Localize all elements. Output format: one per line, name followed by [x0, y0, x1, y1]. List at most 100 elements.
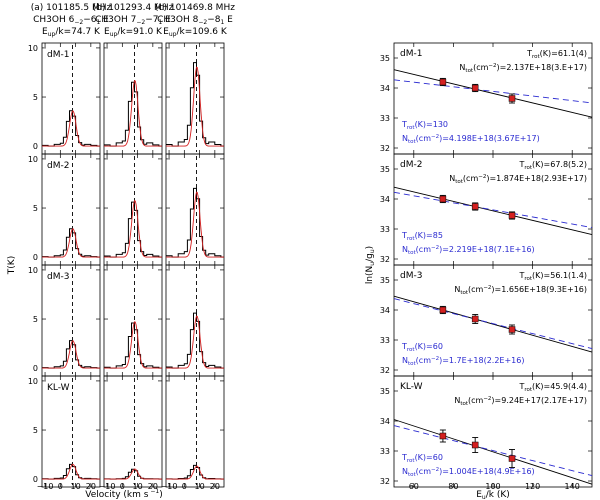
- column-transition-label: CH3OH 6−2−61 E: [33, 15, 109, 26]
- y-tick-text: 10: [28, 44, 38, 53]
- column-frequency-label: (a) 101185.5 MHz: [31, 3, 112, 13]
- spectrum-panel: [103, 264, 163, 377]
- x-tick-text: 10: [70, 482, 80, 491]
- region-label: KL-W: [47, 383, 70, 393]
- trot-text: T: [401, 453, 407, 462]
- ntot-text: N: [402, 467, 408, 476]
- x-tick-label: −10: [37, 482, 54, 491]
- ntot-text: (cm: [468, 285, 484, 294]
- model-fit-curve: [104, 468, 162, 480]
- x-tick-text: 100: [485, 482, 500, 491]
- region-label: dM-3: [47, 272, 69, 282]
- model-fit-curve: [104, 200, 162, 258]
- ntot-text: N: [454, 285, 460, 294]
- y-tick-label: 10: [28, 266, 38, 275]
- spectrum-panel: dM-1 0 5 10: [28, 42, 101, 155]
- transition-sub: −2: [198, 19, 207, 26]
- ntot-sub: tot: [408, 472, 417, 478]
- region-label-text: dM-2: [400, 160, 422, 170]
- y-tick-label: 32: [380, 366, 390, 375]
- rotation-x-axis-label: Eu/k (K): [476, 490, 510, 500]
- spectrum-histogram: [104, 322, 162, 369]
- panel-frame: [103, 375, 163, 488]
- y-tick-text: 35: [380, 387, 390, 396]
- ntot-reference-label: Ntot(cm−2)=4.198E+18(3.67E+17): [402, 134, 540, 145]
- ntot-reference-label: Ntot(cm−2)=1.7E+18(2.2E+16): [402, 356, 524, 367]
- ntot-text: )=2.137E+18(3.E+17): [497, 63, 587, 72]
- column-frequency-label: (c) 101469.8 MHz: [155, 3, 235, 13]
- x-tick-text: 20: [148, 482, 158, 491]
- y-tick-text: 33: [380, 336, 390, 345]
- trot-text: (K)=45.9(4.4): [532, 382, 587, 391]
- spectrum-histogram: [42, 340, 100, 369]
- y-axis-sub: u: [369, 262, 376, 266]
- ntot-text: (cm: [416, 356, 432, 365]
- x-tick-text: 10: [132, 482, 142, 491]
- panel-frame: [41, 375, 101, 488]
- fit-line: [393, 295, 593, 353]
- region-label-text: dM-3: [400, 271, 422, 281]
- transition-text: E: [162, 15, 171, 25]
- trot-sub: rot: [407, 236, 416, 242]
- data-point: [508, 95, 516, 102]
- x-tick-text: −10: [161, 482, 178, 491]
- x-tick-label: 10: [132, 482, 142, 491]
- x-tick-label: 140: [565, 482, 580, 491]
- x-tick-label: 0: [120, 482, 125, 491]
- y-tick-label: 0: [33, 475, 38, 484]
- y-tick-text: 35: [380, 165, 390, 174]
- region-label: dM-2: [400, 160, 422, 170]
- data-point: [439, 432, 447, 440]
- trot-text: (K)=67.8(5.2): [532, 160, 587, 169]
- trot-text: T: [518, 160, 524, 169]
- y-tick-text: 33: [380, 225, 390, 234]
- ntot-sup: −2: [431, 356, 439, 362]
- data-point: [508, 212, 516, 219]
- ntot-text: (cm: [416, 245, 432, 254]
- data-point: [471, 203, 479, 210]
- x-tick-label: 10: [70, 482, 80, 491]
- reference-line: [393, 298, 593, 350]
- panel-frame: [165, 153, 225, 266]
- y-tick-label: 0: [33, 364, 38, 373]
- y-tick-text: 5: [33, 93, 38, 102]
- trot-text: T: [401, 231, 407, 240]
- eup-sub: up: [48, 31, 56, 38]
- y-axis-text: T(K): [7, 256, 17, 275]
- x-tick-label: 0: [58, 482, 63, 491]
- eup-sub: up: [110, 31, 118, 38]
- column-eup-label: Eup/k=91.0 K: [104, 27, 163, 38]
- spectrum-panel: [165, 375, 225, 488]
- model-fit-curve: [42, 110, 100, 147]
- x-tick-label: 0: [182, 482, 187, 491]
- x-tick-text: 0: [182, 482, 187, 491]
- transition-text: E: [100, 15, 109, 25]
- trot-sub: rot: [407, 458, 416, 464]
- x-axis-text: E: [476, 490, 482, 500]
- ntot-sup: −2: [431, 245, 439, 251]
- y-tick-text: 0: [33, 475, 38, 484]
- ntot-fit-label: Ntot(cm−2)=2.137E+18(3.E+17): [459, 63, 587, 74]
- spectrum-histogram: [42, 110, 100, 147]
- ntot-fit-label: Ntot(cm−2)=1.656E+18(9.3E+16): [454, 285, 587, 296]
- region-label: dM-2: [47, 161, 69, 171]
- x-tick-label: 20: [210, 482, 220, 491]
- model-fit-curve: [166, 66, 224, 147]
- transition-sub: 1: [158, 19, 162, 26]
- spectrum-panel: dM-2 0 5 10: [28, 153, 101, 266]
- ntot-reference-label: Ntot(cm−2)=2.219E+18(7.1E+16): [402, 245, 535, 256]
- x-axis-text: /k (K): [486, 490, 510, 500]
- ntot-text: N: [449, 174, 455, 183]
- ntot-text: )=1.004E+18(4.9E+16): [439, 467, 535, 476]
- y-tick-label: 35: [380, 276, 390, 285]
- model-fit-curve: [166, 315, 224, 369]
- y-tick-label: 35: [380, 387, 390, 396]
- region-label: dM-1: [400, 49, 422, 59]
- ntot-text: (cm: [463, 174, 479, 183]
- panel-frame: [165, 264, 225, 377]
- y-tick-text: 32: [380, 255, 390, 264]
- column-transition-label: CH3OH 7−2−71 E: [95, 15, 171, 26]
- region-label: KL-W: [400, 382, 423, 392]
